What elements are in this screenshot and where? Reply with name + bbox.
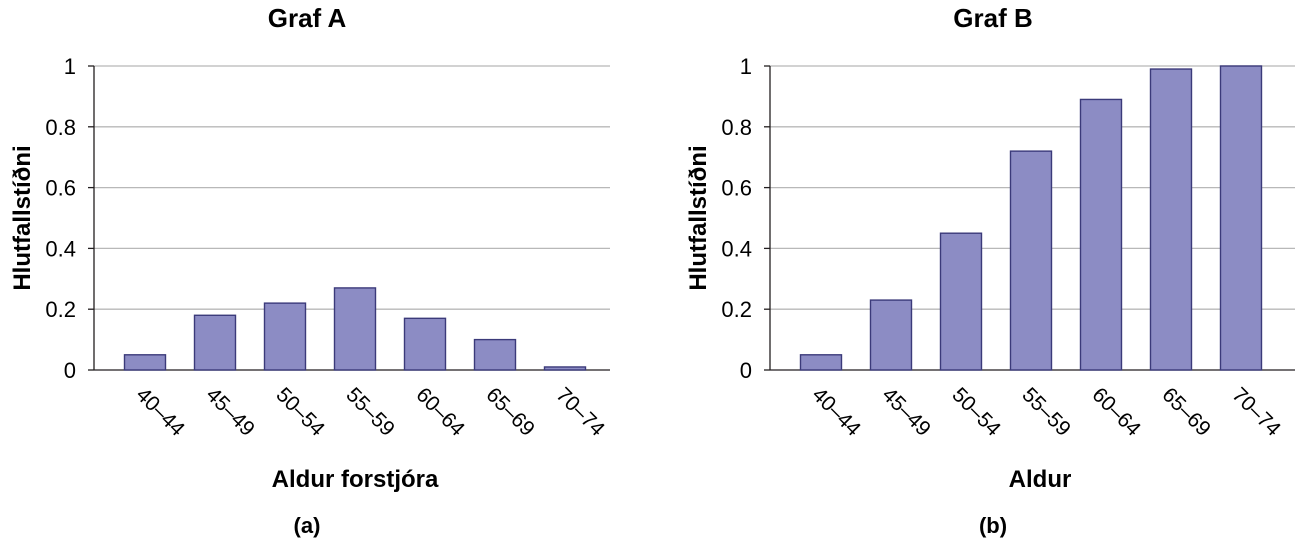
- chart-b-bar: [1009, 150, 1053, 371]
- chart-a-y-tick-label: 0.6: [45, 176, 76, 201]
- chart-a-x-tick-label: 55–59: [341, 383, 399, 441]
- chart-b-y-tick-label: 0.2: [721, 297, 752, 322]
- chart-a-y-tick-label: 1: [64, 54, 76, 79]
- chart-a-bar: [193, 314, 237, 371]
- chart-a-x-tick-label: 40–44: [131, 383, 189, 441]
- chart-b-bar: [1079, 98, 1123, 371]
- chart-a-gridlines: [88, 65, 610, 371]
- chart-a-bars: [123, 287, 587, 371]
- chart-b-x-tick-label: 60–64: [1087, 383, 1145, 441]
- chart-a-x-tick-label: 70–74: [551, 383, 609, 441]
- chart-b-y-tick-label: 0.6: [721, 176, 752, 201]
- chart-a-x-tick-labels: 40–44 45–49 50–54 55–59 60–64 65–69 70–74: [131, 383, 609, 441]
- chart-b-x-tick-label: 50–54: [947, 383, 1005, 441]
- chart-a-x-tick-label: 50–54: [271, 383, 329, 441]
- chart-a-x-tick-label: 60–64: [411, 383, 469, 441]
- chart-a-y-tick-label: 0.4: [45, 236, 76, 261]
- chart-a-y-tick-label: 0: [64, 358, 76, 383]
- chart-a-y-tick-label: 0.8: [45, 115, 76, 140]
- chart-b-bar: [1149, 68, 1193, 371]
- chart-b-x-tick-label: 70–74: [1227, 383, 1285, 441]
- chart-b-bar: [799, 354, 843, 371]
- chart-a-title: Graf A: [268, 3, 347, 33]
- chart-a-bar: [263, 302, 307, 371]
- chart-b-y-tick-labels: 0 0.2 0.4 0.6 0.8 1: [721, 54, 752, 383]
- chart-b-y-tick-label: 0: [740, 358, 752, 383]
- chart-a-x-tick-label: 65–69: [481, 383, 539, 441]
- chart-a-bar: [543, 366, 587, 371]
- chart-b-bar: [1219, 65, 1263, 371]
- chart-b-y-tick-label: 0.8: [721, 115, 752, 140]
- chart-b-ylabel: Hlutfallstíðni: [685, 145, 712, 290]
- chart-a-bar: [473, 338, 517, 371]
- chart-b-x-tick-labels: 40–44 45–49 50–54 55–59 60–64 65–69 70–74: [807, 383, 1285, 441]
- chart-a-y-tick-labels: 0 0.2 0.4 0.6 0.8 1: [45, 54, 76, 383]
- chart-b-x-tick-label: 65–69: [1157, 383, 1215, 441]
- chart-b-bars: [799, 65, 1263, 371]
- chart-a-panel-label: (a): [294, 513, 321, 538]
- chart-a-bar: [123, 354, 167, 371]
- chart-a: Graf A Hlutfallstíðni Aldur forstjóra (a…: [9, 3, 610, 538]
- chart-a-xlabel: Aldur forstjóra: [272, 466, 439, 493]
- chart-b-x-tick-label: 45–49: [877, 383, 935, 441]
- chart-b-x-tick-label: 55–59: [1017, 383, 1075, 441]
- chart-b-y-tick-label: 1: [740, 54, 752, 79]
- chart-b-panel-label: (b): [979, 513, 1007, 538]
- chart-b-x-tick-label: 40–44: [807, 383, 865, 441]
- chart-b-bar: [869, 299, 913, 371]
- chart-a-x-tick-label: 45–49: [201, 383, 259, 441]
- chart-a-y-tick-label: 0.2: [45, 297, 76, 322]
- chart-b-bar: [939, 232, 983, 371]
- chart-b: Graf B Hlutfallstíðni Aldur (b) 00.20.40…: [685, 3, 1295, 538]
- chart-a-bar: [403, 317, 447, 371]
- chart-b-y-tick-label: 0.4: [721, 236, 752, 261]
- chart-b-xlabel: Aldur: [1009, 466, 1072, 493]
- chart-b-title: Graf B: [953, 3, 1032, 33]
- chart-a-ylabel: Hlutfallstíðni: [9, 145, 36, 290]
- chart-a-bar: [333, 287, 377, 371]
